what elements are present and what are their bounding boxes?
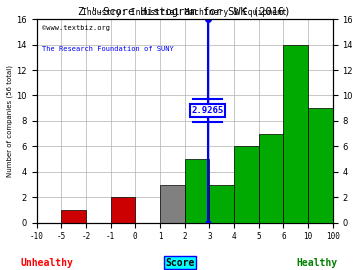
Text: Industry: Industrial Machinery & Equipment: Industry: Industrial Machinery & Equipme… — [82, 8, 287, 17]
Bar — [283, 45, 308, 223]
Bar — [160, 185, 185, 223]
Bar — [61, 210, 86, 223]
Bar — [185, 159, 209, 223]
Text: Healthy: Healthy — [296, 258, 337, 268]
Text: Score: Score — [165, 258, 195, 268]
Bar — [111, 197, 135, 223]
Bar — [209, 185, 234, 223]
Title: Z''-Score Histogram for SWK (2016): Z''-Score Histogram for SWK (2016) — [78, 7, 291, 17]
Bar — [259, 134, 283, 223]
Text: The Research Foundation of SUNY: The Research Foundation of SUNY — [42, 46, 174, 52]
Text: ©www.textbiz.org: ©www.textbiz.org — [42, 25, 111, 31]
Text: Unhealthy: Unhealthy — [21, 258, 73, 268]
Text: 2.9265: 2.9265 — [192, 106, 224, 115]
Bar — [308, 108, 333, 223]
Bar — [234, 146, 259, 223]
Y-axis label: Number of companies (56 total): Number of companies (56 total) — [7, 65, 13, 177]
